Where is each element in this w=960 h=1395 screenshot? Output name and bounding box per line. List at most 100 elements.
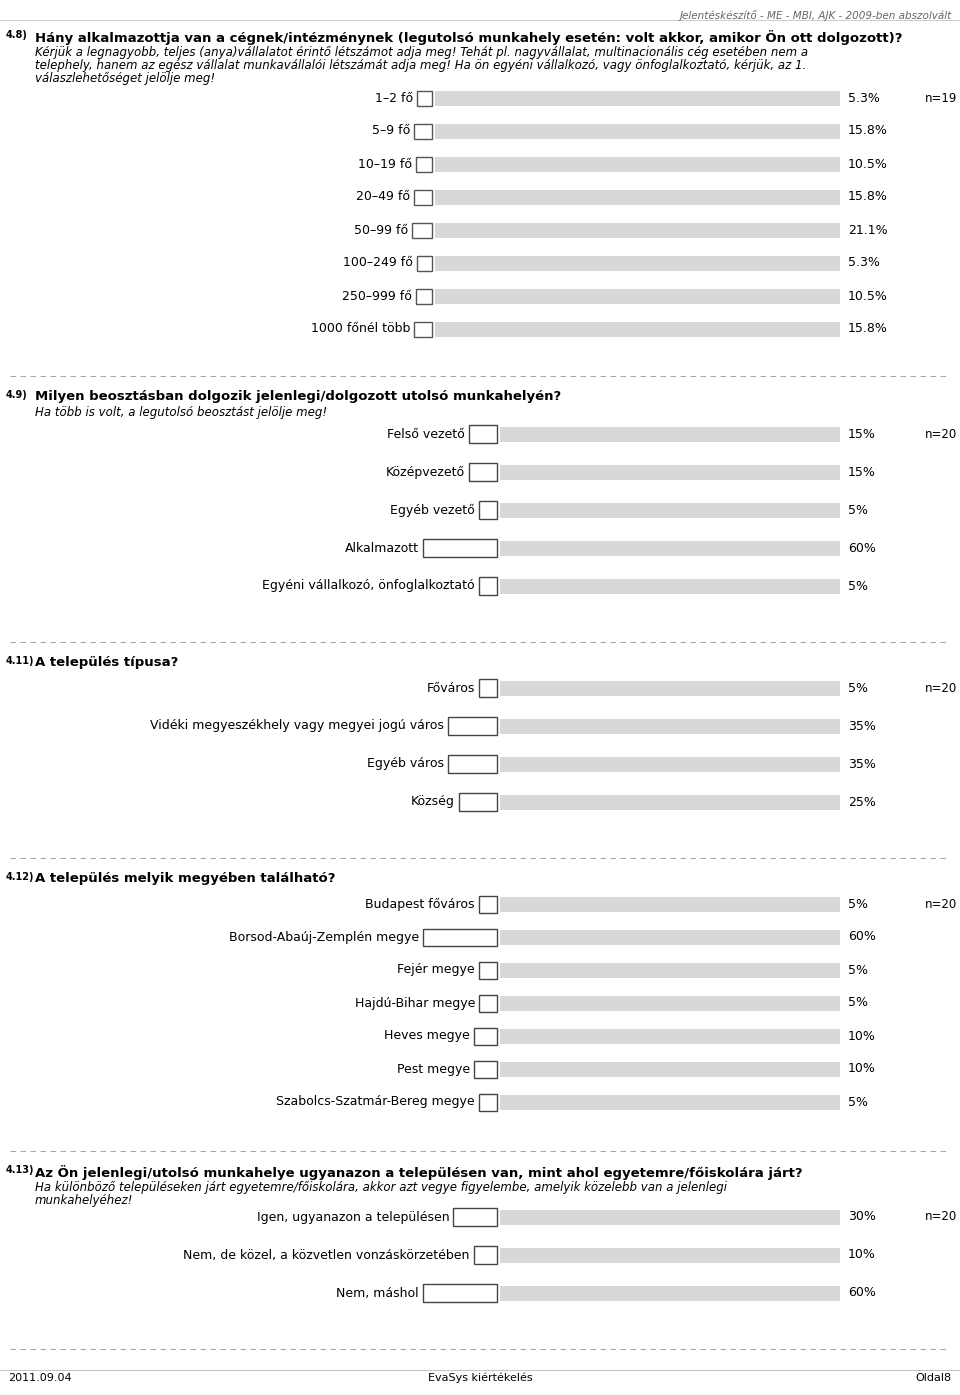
Bar	[500, 465, 840, 480]
Text: 4.13): 4.13)	[6, 1165, 35, 1175]
Bar	[418, 91, 432, 106]
Text: Egyéni vállalkozó, önfoglalkoztató: Egyéni vállalkozó, önfoglalkoztató	[262, 579, 475, 593]
Text: Oldal8: Oldal8	[916, 1373, 952, 1382]
Bar	[435, 321, 840, 336]
Bar	[448, 755, 497, 773]
Text: 15.8%: 15.8%	[848, 191, 888, 204]
Text: 10%: 10%	[848, 1063, 876, 1076]
Text: n=20: n=20	[925, 427, 957, 441]
Bar	[414, 321, 432, 336]
Text: Ha különböző településeken járt egyetemre/főiskolára, akkor azt vegye figyelembe: Ha különböző településeken járt egyetemr…	[35, 1182, 727, 1194]
Text: 5%: 5%	[848, 996, 868, 1010]
Text: 15%: 15%	[848, 427, 876, 441]
Bar	[448, 717, 497, 735]
Text: 1000 főnél több: 1000 főnél több	[311, 322, 410, 336]
Text: 21.1%: 21.1%	[848, 223, 888, 237]
Text: 5%: 5%	[848, 682, 868, 695]
Bar	[459, 792, 497, 810]
Bar	[500, 1062, 840, 1077]
Text: n=20: n=20	[925, 897, 957, 911]
Text: 20–49 fő: 20–49 fő	[356, 191, 410, 204]
Bar	[479, 501, 497, 519]
Text: Vidéki megyeszékhely vagy megyei jogú város: Vidéki megyeszékhely vagy megyei jogú vá…	[151, 720, 444, 732]
Text: Nem, de közel, a közvetlen vonzáskörzetében: Nem, de közel, a közvetlen vonzáskörzeté…	[183, 1249, 469, 1261]
Text: Főváros: Főváros	[426, 682, 475, 695]
Text: 1–2 fő: 1–2 fő	[375, 92, 414, 105]
Bar	[500, 681, 840, 696]
Text: EvaSys kiértékelés: EvaSys kiértékelés	[428, 1373, 532, 1384]
Text: 10.5%: 10.5%	[848, 290, 888, 303]
Bar	[474, 1060, 497, 1077]
Bar	[435, 222, 840, 237]
Text: Hány alkalmazottja van a cégnek/intézménynek (legutolsó munkahely esetén: volt a: Hány alkalmazottja van a cégnek/intézmén…	[35, 31, 902, 45]
Bar	[422, 1283, 497, 1302]
Text: Milyen beosztásban dolgozik jelenlegi/dolgozott utolsó munkahelyén?: Milyen beosztásban dolgozik jelenlegi/do…	[35, 391, 562, 403]
Bar	[414, 124, 432, 138]
Text: 60%: 60%	[848, 1286, 876, 1300]
Text: n=20: n=20	[925, 682, 957, 695]
Bar	[500, 897, 840, 911]
Bar	[422, 538, 497, 557]
Text: 35%: 35%	[848, 757, 876, 770]
Bar	[500, 929, 840, 944]
Text: munkahelyéhez!: munkahelyéhez!	[35, 1194, 133, 1207]
Text: Nem, máshol: Nem, máshol	[336, 1286, 419, 1300]
Bar	[500, 963, 840, 978]
Bar	[500, 579, 840, 593]
Text: Hajdú-Bihar megye: Hajdú-Bihar megye	[354, 996, 475, 1010]
Text: 2011.09.04: 2011.09.04	[8, 1373, 72, 1382]
Bar	[479, 578, 497, 596]
Text: 35%: 35%	[848, 720, 876, 732]
Bar	[500, 540, 840, 555]
Bar	[500, 1209, 840, 1225]
Text: 10%: 10%	[848, 1249, 876, 1261]
Text: A település típusa?: A település típusa?	[35, 656, 179, 670]
Text: 15.8%: 15.8%	[848, 124, 888, 138]
Bar	[500, 996, 840, 1010]
Bar	[435, 156, 840, 172]
Text: 10.5%: 10.5%	[848, 158, 888, 170]
Text: 5–9 fő: 5–9 fő	[372, 124, 410, 138]
Bar	[479, 679, 497, 698]
Bar	[435, 91, 840, 106]
Text: Igen, ugyanazon a településen: Igen, ugyanazon a településen	[256, 1211, 449, 1223]
Bar	[412, 222, 432, 237]
Bar	[414, 190, 432, 205]
Text: 5.3%: 5.3%	[848, 257, 880, 269]
Bar	[416, 289, 432, 304]
Bar	[468, 425, 497, 444]
Text: Az Ön jelenlegi/utolsó munkahelye ugyanazon a településen van, mint ahol egyetem: Az Ön jelenlegi/utolsó munkahelye ugyana…	[35, 1165, 803, 1180]
Text: A település melyik megyében található?: A település melyik megyében található?	[35, 872, 335, 884]
Bar	[479, 1094, 497, 1110]
Text: Jelentéskészítő - ME - MBI, AJK - 2009-ben abszolvált: Jelentéskészítő - ME - MBI, AJK - 2009-b…	[680, 10, 952, 21]
Text: Szabolcs-Szatmár-Bereg megye: Szabolcs-Szatmár-Bereg megye	[276, 1095, 475, 1109]
Text: 5%: 5%	[848, 504, 868, 516]
Text: Fejér megye: Fejér megye	[397, 964, 475, 976]
Text: Heves megye: Heves megye	[384, 1030, 469, 1042]
Text: n=20: n=20	[925, 1211, 957, 1223]
Bar	[479, 961, 497, 978]
Text: Ha több is volt, a legutolsó beosztást jelölje meg!: Ha több is volt, a legutolsó beosztást j…	[35, 406, 327, 418]
Bar	[479, 995, 497, 1011]
Text: 250–999 fő: 250–999 fő	[342, 290, 412, 303]
Text: 4.9): 4.9)	[6, 391, 28, 400]
Bar	[500, 756, 840, 771]
Text: n=19: n=19	[925, 92, 957, 105]
Text: 5%: 5%	[848, 964, 868, 976]
Bar	[435, 190, 840, 205]
Text: Borsod-Abaúj-Zemplén megye: Borsod-Abaúj-Zemplén megye	[228, 930, 419, 943]
Text: Kérjük a legnagyobb, teljes (anya)vállalatot érintő létszámot adja meg! Tehát pl: Kérjük a legnagyobb, teljes (anya)vállal…	[35, 46, 808, 59]
Text: 4.11): 4.11)	[6, 656, 35, 665]
Text: Középvezető: Középvezető	[386, 466, 465, 478]
Text: válaszlehetőséget jelölje meg!: válaszlehetőséget jelölje meg!	[35, 73, 215, 85]
Text: 50–99 fő: 50–99 fő	[354, 223, 408, 237]
Bar	[500, 1095, 840, 1109]
Bar	[500, 1247, 840, 1262]
Bar	[416, 156, 432, 172]
Text: Budapest főváros: Budapest főváros	[366, 897, 475, 911]
Text: 5%: 5%	[848, 1095, 868, 1109]
Bar	[453, 1208, 497, 1226]
Bar	[418, 255, 432, 271]
Text: 25%: 25%	[848, 795, 876, 809]
Text: telephely, hanem az egész vállalat munkavállalói létszámát adja meg! Ha ön egyén: telephely, hanem az egész vállalat munka…	[35, 59, 806, 73]
